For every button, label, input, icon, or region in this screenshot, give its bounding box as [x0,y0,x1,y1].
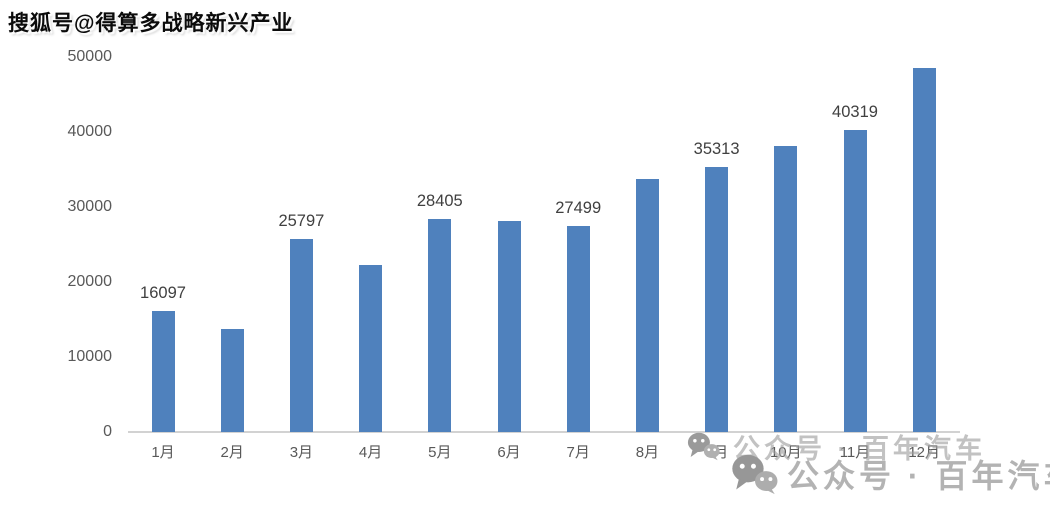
y-axis-tick-label: 40000 [67,123,113,140]
x-axis-line [128,431,960,433]
bar-11月 [843,129,867,432]
bar-value-label: 27499 [555,198,602,217]
bar-value-label: 25797 [278,211,325,230]
bar-3月 [289,238,313,432]
sohu-watermark: 搜狐号@得算多战略新兴产业 [8,12,294,35]
x-axis-category-label: 9月 [704,444,729,461]
x-axis-category-label: 1月 [151,444,175,461]
bar-9月 [705,167,729,432]
bar-value-label: 40319 [832,102,878,121]
bar-value-label: 16097 [140,284,186,303]
x-axis-category-label: 2月 [220,444,244,461]
x-axis-category-label: 6月 [497,444,521,461]
bar-8月 [635,178,659,432]
x-axis-category-label: 7月 [566,444,590,461]
y-axis-tick-label: 10000 [67,348,113,365]
x-axis-category-label: 11月 [839,444,871,461]
y-axis-tick-label: 30000 [67,198,113,215]
bar-12月 [912,67,936,432]
y-axis-tick-label: 50000 [67,48,113,65]
x-axis-category-label: 3月 [289,444,314,461]
bar-5月 [428,218,452,432]
bar-4月 [359,264,383,432]
x-axis-category-label: 10月 [769,444,802,461]
x-axis-category-label: 12月 [908,444,941,461]
bar-value-label: 28405 [416,191,463,210]
bar-2月 [220,329,244,432]
bar-7月 [566,225,590,432]
y-axis-tick-label: 0 [103,423,112,440]
bar-value-label: 35313 [693,140,740,159]
x-axis-category-label: 5月 [428,444,452,461]
x-axis-category-label: 4月 [358,444,383,461]
y-axis-tick-label: 20000 [67,273,113,290]
x-axis-category-label: 8月 [635,444,660,461]
bar-6月 [497,221,521,432]
bar-1月 [151,311,175,432]
bar-10月 [774,145,798,432]
